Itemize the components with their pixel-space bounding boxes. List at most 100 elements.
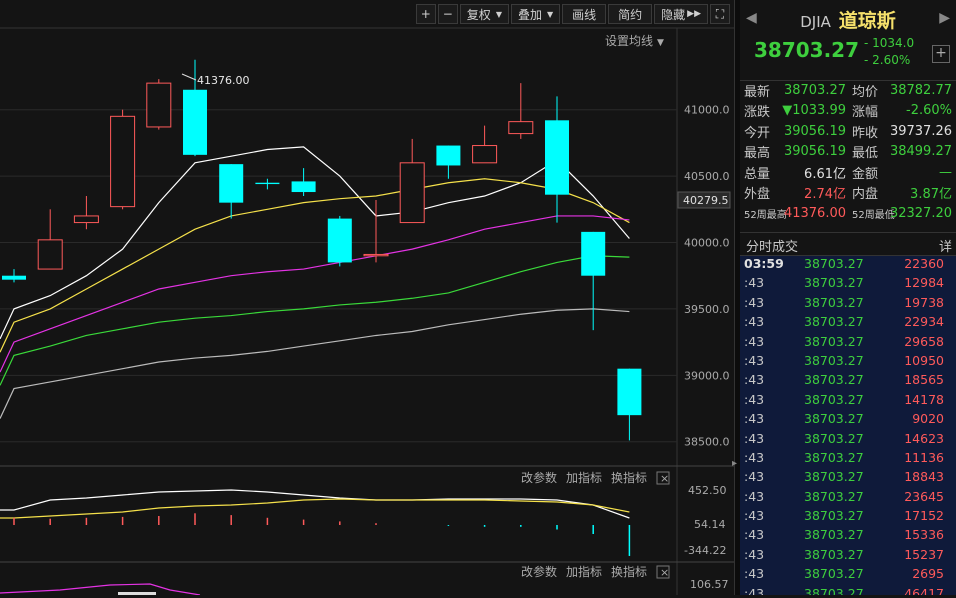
stat-value: -2.60% <box>906 103 952 119</box>
stat-value: 3.87亿 <box>910 187 952 203</box>
tick-volume: 22360 <box>904 256 944 271</box>
y-tick-label: 39000.0 <box>684 369 730 382</box>
fullscreen-button[interactable]: ⛶ <box>710 4 730 24</box>
y-tick-label: 40500.0 <box>684 170 730 183</box>
chevron-down-icon: ▼ <box>546 9 554 19</box>
sub1-close-icon[interactable] <box>656 471 670 485</box>
candle[interactable] <box>110 109 136 210</box>
tick-time: :43 <box>744 333 765 349</box>
tick-volume: 18843 <box>904 469 944 485</box>
candle-body <box>436 145 461 166</box>
ma-line <box>0 178 630 353</box>
sub1-close-label: × <box>660 472 669 485</box>
candle[interactable] <box>508 83 534 139</box>
candle[interactable] <box>436 145 461 179</box>
candle[interactable] <box>545 96 569 223</box>
panel-divider[interactable] <box>734 0 741 595</box>
candle-body <box>73 215 99 224</box>
zoom-in-button[interactable]: + <box>415 4 436 24</box>
fuquan-dropdown[interactable]: 复权 ▼ <box>459 4 509 24</box>
kline-chart[interactable]: 41000.0 40500.0 40000.0 39500.0 39000.0 38500… <box>0 0 734 596</box>
candle[interactable] <box>399 138 425 224</box>
tick-volume: 29658 <box>904 333 944 349</box>
hide-button[interactable]: 隐藏 ▶▶ <box>654 4 708 24</box>
ma-line <box>0 255 630 386</box>
candle[interactable] <box>363 200 389 263</box>
candle-body <box>508 121 534 135</box>
ticker-title: DJIA 道琼斯 <box>740 6 956 33</box>
candle[interactable] <box>2 269 26 283</box>
sub1-change-button[interactable]: 换指标 <box>611 470 647 485</box>
stat-label: 52周最低 <box>852 209 895 221</box>
candle[interactable] <box>73 196 99 230</box>
stat-label: 今开 <box>744 125 771 141</box>
stat-label: 最新 <box>744 84 771 100</box>
ma-line <box>0 215 630 373</box>
draw-button[interactable]: 画线 <box>562 4 607 24</box>
tick-volume: 18565 <box>904 372 944 388</box>
candle[interactable] <box>183 59 207 157</box>
tick-time: :43 <box>744 508 765 524</box>
sub1-add-button[interactable]: 加指标 <box>566 470 602 485</box>
candle-body <box>2 275 26 280</box>
stat-label: 均价 <box>852 84 879 100</box>
tick-row: :43 38703.27 18565 <box>740 372 956 391</box>
candle[interactable] <box>146 79 172 130</box>
ticks-list[interactable]: 03:59 38703.27 22360:43 38703.27 12984:43 387… <box>740 256 956 595</box>
tick-price: 38703.27 <box>804 527 864 543</box>
ticks-detail-button[interactable]: 详 <box>938 240 952 255</box>
tick-volume: 14178 <box>904 391 944 407</box>
candle[interactable] <box>472 125 498 164</box>
sub2-edit-button[interactable]: 改参数 <box>521 564 557 579</box>
stat-row: 52周最高 41376.00 52周最低 32327.20 <box>740 203 956 224</box>
tick-time: :43 <box>744 352 765 368</box>
sub2-change-button[interactable]: 换指标 <box>611 564 647 579</box>
tick-time: :43 <box>744 314 765 330</box>
tick-volume: 12984 <box>904 275 944 291</box>
sub2-controls: 改参数 加指标 换指标 × 106.57 <box>521 564 729 591</box>
tick-time: :43 <box>744 488 765 504</box>
change-abs: - 1034.0 <box>864 36 915 50</box>
candle[interactable] <box>581 231 606 331</box>
candle[interactable] <box>291 168 316 197</box>
tick-row: :43 38703.27 10950 <box>740 353 956 372</box>
sub-indicator-line <box>0 489 630 519</box>
stat-value: 39056.19 <box>783 144 846 160</box>
candle-body <box>110 115 136 208</box>
candle[interactable] <box>219 164 244 219</box>
tick-row: :43 38703.27 15336 <box>740 527 956 546</box>
tick-time: :43 <box>744 411 765 427</box>
candle[interactable] <box>37 209 63 270</box>
ticker-code: DJIA <box>800 13 831 31</box>
sub2-add-button[interactable]: 加指标 <box>566 564 602 579</box>
candle-body <box>37 239 63 270</box>
zoom-out-button[interactable]: − <box>437 4 458 24</box>
tick-volume: 17152 <box>904 508 944 524</box>
ticker-header: ◀ DJIA 道琼斯 ▶ 38703.27 - 1034.0 - 2.60% + <box>740 0 956 81</box>
next-symbol-icon[interactable]: ▶ <box>939 10 950 26</box>
stat-row: 最高 39056.19 最低 38499.27 <box>740 142 956 163</box>
sub1-edit-button[interactable]: 改参数 <box>521 470 557 485</box>
brief-button[interactable]: 简约 <box>608 4 653 24</box>
stat-label: 涨跌 <box>744 105 771 121</box>
tick-price: 38703.27 <box>804 294 864 310</box>
tick-row: :43 38703.27 17152 <box>740 508 956 527</box>
tick-row: :43 38703.27 14623 <box>740 431 956 450</box>
candle[interactable] <box>617 368 642 441</box>
tick-row: :43 38703.27 12984 <box>740 275 956 294</box>
candle[interactable] <box>255 178 280 190</box>
add-watchlist-button[interactable]: + <box>932 45 950 63</box>
tick-volume: 23645 <box>904 488 944 504</box>
sub2-tick-0: 106.57 <box>690 578 729 591</box>
tick-volume: 19738 <box>904 294 944 310</box>
prev-symbol-icon[interactable]: ◀ <box>746 10 757 26</box>
quote-panel: ◀ DJIA 道琼斯 ▶ 38703.27 - 1034.0 - 2.60% +… <box>740 0 956 595</box>
stat-label: 昨收 <box>852 125 879 141</box>
overlay-dropdown[interactable]: 叠加 ▼ <box>510 4 561 24</box>
kline-chart-area[interactable]: 41000.0 40500.0 40000.0 39500.0 39000.0 38500… <box>0 0 734 596</box>
candle-body <box>581 231 606 276</box>
sub2-close-icon[interactable] <box>656 565 670 579</box>
collapse-handle-icon[interactable]: ▸ <box>732 458 738 469</box>
candle[interactable] <box>327 215 352 267</box>
ma-settings-button[interactable]: 设置均线 <box>605 34 653 48</box>
